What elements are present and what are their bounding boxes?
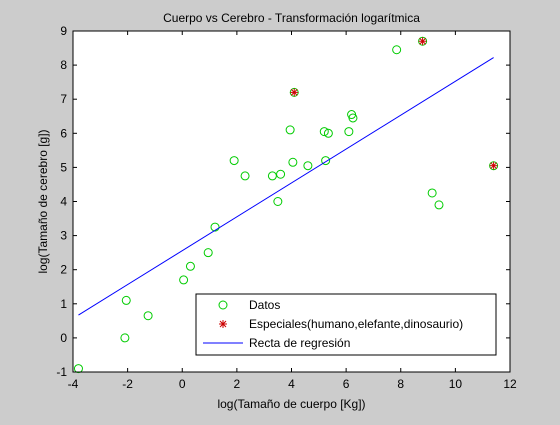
x-tick-label: 12: [503, 377, 517, 391]
legend-label: Especiales(humano,elefante,dinosaurio): [249, 317, 463, 331]
legend-label: Recta de regresión: [249, 336, 350, 350]
data-point: [273, 197, 283, 206]
x-tick-label: 0: [179, 377, 186, 391]
legend-marker-star: [219, 320, 227, 328]
y-tick-label: 8: [60, 58, 67, 72]
legend-box: [195, 293, 497, 356]
legend-marker-circle: [218, 300, 228, 310]
special-point: [290, 88, 299, 97]
data-point: [303, 161, 313, 171]
data-point: [321, 156, 331, 166]
data-point: [120, 333, 130, 343]
y-tick-label: 4: [60, 195, 67, 209]
data-point: [185, 261, 195, 271]
y-tick-label: 1: [60, 297, 67, 311]
y-tick-label: 5: [60, 160, 67, 174]
data-point: [143, 311, 153, 321]
y-tick-label: -1: [56, 365, 67, 379]
y-tick-label: 6: [60, 126, 67, 140]
data-point: [288, 157, 298, 167]
data-point: [319, 127, 329, 137]
data-point: [179, 275, 189, 285]
data-point: [240, 171, 250, 181]
x-tick-label: 4: [288, 377, 295, 391]
y-axis-label: log(Tamaño de cerebro [g]): [36, 129, 50, 273]
x-tick-label: 10: [449, 377, 463, 391]
data-point: [229, 156, 239, 166]
x-tick-label: 2: [234, 377, 241, 391]
y-tick-label: 7: [60, 92, 67, 106]
special-point: [418, 37, 427, 46]
data-point: [276, 169, 286, 179]
data-point: [392, 45, 402, 55]
y-tick-label: 9: [60, 24, 67, 38]
x-tick-label: 8: [397, 377, 404, 391]
chart-title: Cuerpo vs Cerebro - Transformación logar…: [163, 11, 420, 25]
y-tick-label: 0: [60, 331, 67, 345]
data-point: [285, 125, 295, 135]
x-tick-label: 6: [343, 377, 350, 391]
special-point: [489, 161, 498, 170]
data-point: [427, 188, 437, 198]
legend: Datos Especiales(humano,elefante,dinosaur…: [195, 293, 497, 356]
data-point: [203, 248, 213, 258]
data-point: [210, 222, 220, 232]
regression-line: [78, 57, 494, 316]
x-tick-label: -4: [68, 377, 79, 391]
data-point: [434, 200, 444, 210]
data-point: [73, 364, 83, 374]
data-point: [323, 128, 333, 138]
data-point: [121, 295, 131, 305]
y-tick-label: 2: [60, 263, 67, 277]
x-axis-label: log(Tamaño de cuerpo [Kg]): [217, 397, 365, 411]
data-point: [344, 127, 354, 137]
data-point: [267, 171, 277, 181]
data-point: [348, 113, 358, 123]
x-tick-label: -2: [122, 377, 133, 391]
legend-label: Datos: [249, 298, 280, 312]
y-tick-label: 3: [60, 229, 67, 243]
